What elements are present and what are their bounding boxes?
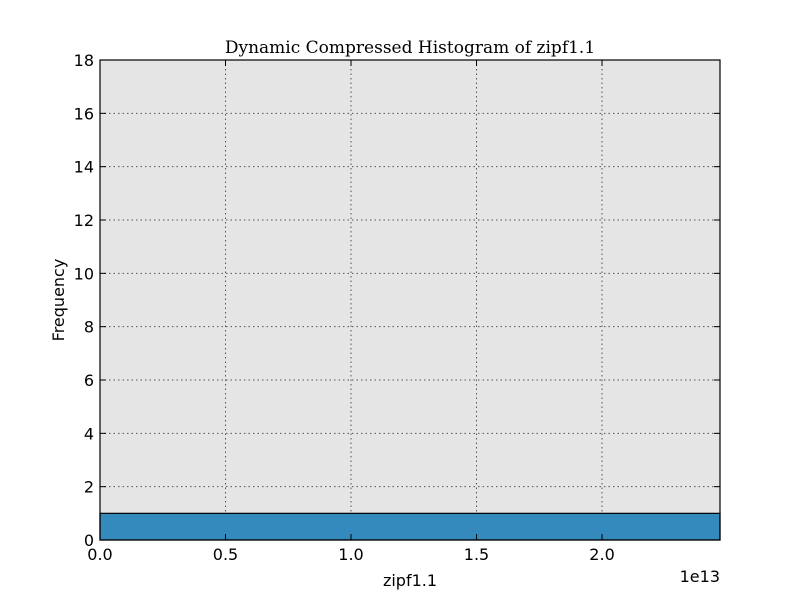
y-axis-label: Frequency [49,259,68,342]
y-tick-label: 0 [84,531,94,550]
x-tick-label: 2.0 [589,545,614,564]
plot-background [100,60,720,540]
y-tick-label: 18 [74,51,94,70]
chart-title: Dynamic Compressed Histogram of zipf1.1 [225,38,595,58]
x-tick-label: 0.5 [213,545,238,564]
x-tick-label: 0.0 [87,545,112,564]
ticks-layer: 0.0 0.5 1.0 1.5 2.0 0 2 4 6 8 10 12 14 16 18 [74,51,720,564]
y-tick-label: 2 [84,478,94,497]
x-tick-label: 1.5 [464,545,489,564]
bars-layer [99,512,721,541]
plot-frame [99,59,721,541]
y-tick-label: 12 [74,211,94,230]
y-tick-label: 10 [74,264,94,283]
y-tick-label: 16 [74,104,94,123]
x-tick-label: 1.0 [338,545,363,564]
y-tick-label: 6 [84,371,94,390]
x-axis-offset-text: 1e13 [680,567,720,586]
histogram-bar [99,512,721,541]
y-tick-label: 14 [74,158,94,177]
grid-layer [100,60,720,540]
y-tick-label: 8 [84,318,94,337]
y-tick-label: 4 [84,424,94,443]
x-axis-label: zipf1.1 [383,571,437,590]
